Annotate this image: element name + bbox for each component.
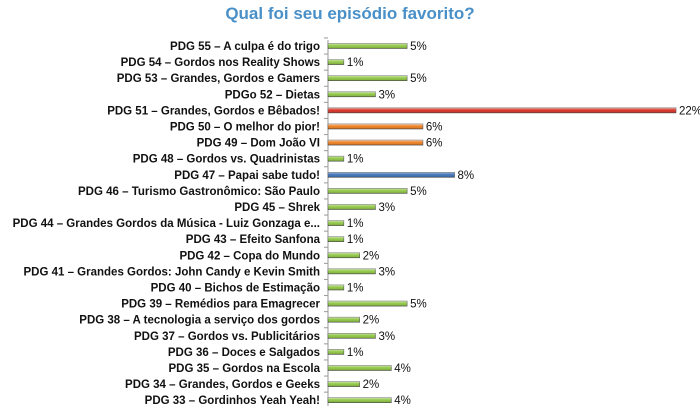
bar-shading <box>328 43 408 49</box>
category-label: PDG 35 – Gordos na Escola <box>169 363 321 375</box>
bar-shading <box>328 301 408 307</box>
category-label: PDG 55 – A culpa é do trigo <box>170 41 320 53</box>
bar-shading <box>328 381 360 387</box>
category-label: PDGo 52 – Dietas <box>225 89 320 101</box>
bar-shading <box>328 91 376 97</box>
bar-shading <box>328 156 344 162</box>
category-label: PDG 53 – Grandes, Gordos e Gamers <box>117 73 320 85</box>
value-label: 3% <box>378 89 395 101</box>
category-label: PDG 54 – Gordos nos Reality Shows <box>121 57 320 69</box>
category-label: PDG 43 – Efeito Sanfona <box>186 234 321 246</box>
value-label: 1% <box>347 347 364 359</box>
category-label: PDG 38 – A tecnologia a serviço dos gord… <box>79 315 320 327</box>
bar-shading <box>328 252 360 258</box>
value-label: 3% <box>378 202 395 214</box>
value-label: 1% <box>347 218 364 230</box>
value-label: 5% <box>410 186 427 198</box>
value-label: 8% <box>458 170 475 182</box>
value-label: 6% <box>426 122 443 134</box>
category-label: PDG 42 – Copa do Mundo <box>179 250 320 262</box>
value-label: 1% <box>347 234 364 246</box>
bar-shading <box>328 59 344 65</box>
category-label: PDG 33 – Gordinhos Yeah Yeah! <box>145 395 320 406</box>
category-label: PDG 34 – Grandes, Gordos e Geeks <box>125 379 320 391</box>
bar-shading <box>328 188 408 194</box>
category-label: PDG 45 – Shrek <box>234 202 320 214</box>
value-label: 3% <box>378 331 395 343</box>
value-label: 5% <box>410 73 427 85</box>
value-label: 3% <box>378 266 395 278</box>
category-label: PDG 51 – Grandes, Gordos e Bêbados! <box>107 105 320 117</box>
bar-shading <box>328 107 676 113</box>
value-label: 4% <box>394 395 411 406</box>
value-label: 2% <box>363 250 380 262</box>
bar-shading <box>328 285 344 290</box>
value-label: 6% <box>426 138 443 150</box>
plot-area: PDG 55 – A culpa é do trigo 5% PDG 54 – Go… <box>13 37 700 406</box>
bar-shading <box>328 365 392 371</box>
bar-shading <box>328 204 376 210</box>
value-label: 2% <box>363 315 380 327</box>
value-label: 2% <box>363 379 380 391</box>
category-label: PDG 40 – Bichos de Estimação <box>151 283 320 295</box>
chart-title: Qual foi seu episódio favorito? <box>225 4 475 23</box>
value-label: 5% <box>410 299 427 311</box>
bar-shading <box>328 349 344 355</box>
value-label: 1% <box>347 154 364 166</box>
value-label: 1% <box>347 283 364 295</box>
category-label: PDG 49 – Dom João VI <box>197 138 320 150</box>
category-label: PDG 50 – O melhor do pior! <box>170 122 320 134</box>
value-label: 4% <box>394 363 411 375</box>
category-label: PDG 36 – Doces e Salgados <box>168 347 320 359</box>
bar-shading <box>328 220 344 226</box>
value-label: 22% <box>679 105 700 117</box>
bar-shading <box>328 75 408 81</box>
bar-shading <box>328 397 392 403</box>
category-label: PDG 47 – Papai sabe tudo! <box>174 170 320 182</box>
bar-shading <box>328 268 376 274</box>
category-label: PDG 41 – Grandes Gordos: John Candy e Ke… <box>23 266 320 278</box>
value-label: 1% <box>347 57 364 69</box>
bar-shading <box>328 236 344 242</box>
bar-shading <box>328 317 360 323</box>
bar-shading <box>328 333 376 339</box>
category-label: PDG 37 – Gordos vs. Publicitários <box>134 331 320 343</box>
category-label: PDG 39 – Remédios para Emagrecer <box>121 299 320 311</box>
bar-shading <box>328 140 423 146</box>
category-label: PDG 48 – Gordos vs. Quadrinistas <box>133 154 320 166</box>
category-label: PDG 46 – Turismo Gastronômico: São Paulo <box>78 186 320 198</box>
category-label: PDG 44 – Grandes Gordos da Música - Luiz… <box>13 218 320 230</box>
bar-shading <box>328 124 423 129</box>
value-label: 5% <box>410 41 427 53</box>
bar-shading <box>328 172 455 178</box>
